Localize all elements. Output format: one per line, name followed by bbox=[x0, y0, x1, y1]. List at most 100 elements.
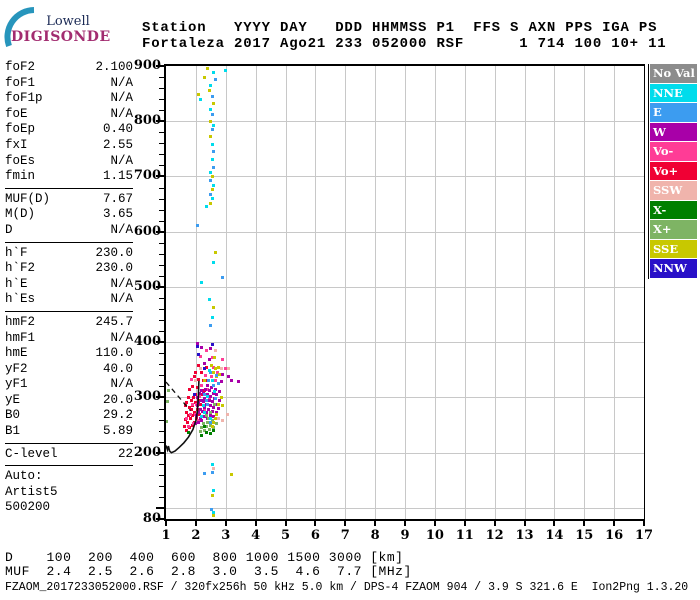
echo-point bbox=[199, 398, 203, 402]
echo-point bbox=[167, 389, 171, 393]
y-axis-minor-tick bbox=[159, 353, 164, 355]
echo-point bbox=[199, 383, 203, 387]
param-row: yF1 N/A bbox=[5, 377, 133, 393]
param-value: N/A bbox=[110, 276, 133, 291]
echo-point bbox=[216, 382, 220, 386]
echo-point bbox=[196, 411, 200, 415]
echo-point bbox=[210, 197, 214, 201]
echo-point bbox=[204, 431, 208, 435]
logo-arc-icon bbox=[4, 7, 35, 47]
param-value: 1.15 bbox=[102, 169, 133, 184]
param-label: C-level bbox=[5, 446, 58, 461]
param-row: B1 5.89 bbox=[5, 424, 133, 440]
y-axis-major-tick bbox=[156, 518, 164, 520]
y-axis-minor-tick bbox=[159, 496, 164, 498]
echo-point bbox=[209, 324, 213, 328]
echo-point bbox=[221, 275, 225, 279]
param-value: N/A bbox=[110, 330, 133, 345]
y-axis-minor-tick bbox=[159, 220, 164, 222]
echo-point bbox=[189, 378, 193, 382]
param-value: 230.0 bbox=[95, 261, 133, 276]
param-label: hmF1 bbox=[5, 330, 36, 345]
echo-point bbox=[186, 420, 189, 424]
echo-point bbox=[206, 420, 210, 424]
param-row: foEp 0.40 bbox=[5, 122, 133, 138]
param-separator bbox=[5, 442, 133, 444]
echo-point bbox=[209, 411, 213, 415]
x-axis-tick bbox=[553, 521, 556, 526]
y-axis-minor-tick bbox=[159, 331, 164, 333]
y-axis-minor-tick bbox=[159, 375, 164, 377]
echo-point bbox=[209, 347, 213, 351]
echo-point bbox=[198, 97, 202, 101]
echo-point bbox=[212, 429, 216, 433]
echo-point bbox=[209, 432, 213, 436]
echo-point bbox=[213, 251, 217, 255]
param-label: hmF2 bbox=[5, 314, 36, 329]
echo-point bbox=[200, 409, 204, 413]
echo-point bbox=[195, 345, 199, 349]
x-axis-tick bbox=[224, 521, 227, 526]
echo-point bbox=[206, 416, 210, 420]
y-axis-major-tick bbox=[156, 341, 164, 344]
param-label: foEp bbox=[5, 122, 36, 137]
gridline-vertical bbox=[614, 66, 615, 519]
param-row: foE N/A bbox=[5, 107, 133, 123]
param-label: foE bbox=[5, 106, 28, 121]
y-axis-minor-tick bbox=[159, 88, 164, 90]
echo-point bbox=[212, 425, 216, 429]
param-separator bbox=[5, 187, 133, 189]
param-row: hmF1 N/A bbox=[5, 331, 133, 347]
echo-point bbox=[210, 158, 214, 162]
x-axis-tick bbox=[194, 521, 197, 526]
echo-point bbox=[190, 402, 194, 406]
x-axis-tick-label: 13 bbox=[515, 528, 534, 543]
gridline-vertical bbox=[435, 66, 436, 519]
y-axis-minor-tick bbox=[159, 441, 164, 443]
echo-point bbox=[203, 429, 207, 433]
echo-point bbox=[214, 373, 218, 377]
x-axis-tick bbox=[374, 521, 377, 526]
echo-point bbox=[204, 205, 208, 209]
y-axis-tick-label: 700 bbox=[133, 168, 161, 184]
gridline-vertical bbox=[584, 66, 585, 519]
echo-point bbox=[195, 341, 199, 345]
param-label: h`E bbox=[5, 276, 28, 291]
y-axis-major-tick bbox=[156, 285, 164, 288]
x-axis-tick-label: 2 bbox=[191, 528, 201, 543]
param-label: hmE bbox=[5, 346, 28, 361]
muf-row: MUF 2.4 2.5 2.6 2.8 3.0 3.5 4.6 7.7 [MHz… bbox=[5, 564, 412, 579]
gridline-vertical bbox=[315, 66, 316, 519]
gridline-horizontal bbox=[166, 453, 644, 454]
x-axis-tick bbox=[523, 521, 526, 526]
param-row: h`F 230.0 bbox=[5, 246, 133, 262]
echo-point bbox=[203, 367, 207, 371]
echo-point bbox=[203, 411, 207, 415]
param-label: h`Es bbox=[5, 292, 36, 307]
echo-point bbox=[230, 379, 234, 383]
echo-point bbox=[205, 393, 209, 397]
echo-point bbox=[219, 380, 223, 384]
echo-point bbox=[212, 420, 216, 424]
legend-item-nnw: NNW bbox=[650, 259, 697, 278]
echo-point bbox=[207, 369, 211, 373]
echo-point bbox=[219, 367, 223, 371]
echo-point bbox=[210, 356, 214, 360]
plot-frame bbox=[164, 64, 645, 521]
echo-point bbox=[213, 416, 217, 420]
param-value: N/A bbox=[110, 75, 133, 90]
param-footer-line: 500200 bbox=[5, 500, 51, 515]
echo-point bbox=[203, 397, 207, 401]
y-axis-major-tick bbox=[156, 451, 164, 454]
param-value: N/A bbox=[110, 222, 133, 237]
echo-point bbox=[198, 430, 202, 434]
echo-point bbox=[203, 405, 207, 409]
x-axis-tick bbox=[433, 521, 436, 526]
echo-point bbox=[197, 352, 201, 356]
x-axis-tick-label: 6 bbox=[310, 528, 320, 543]
echo-point bbox=[197, 363, 201, 367]
param-value: N/A bbox=[110, 377, 133, 392]
echo-point bbox=[210, 142, 214, 146]
echo-point bbox=[206, 67, 210, 71]
